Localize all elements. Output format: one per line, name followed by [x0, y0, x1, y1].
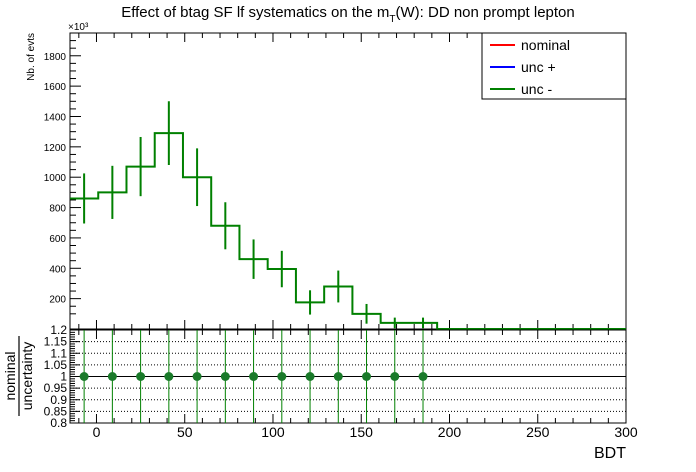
y-tick-label: 400 [49, 264, 66, 275]
y-tick-label: 800 [49, 204, 66, 215]
main-y-axis: 200 400 600 800 1000 1200 1400 1600 1800 [44, 40, 81, 315]
ratio-y-label: nominal uncertainty [2, 336, 35, 416]
legend-label: unc - [521, 81, 552, 97]
histogram-series [70, 101, 626, 330]
y-tick-label: 1800 [44, 52, 67, 63]
ratio-point [305, 372, 315, 381]
ratio-series [79, 330, 428, 423]
ratio-point [220, 372, 230, 381]
x-tick-label: 250 [526, 424, 550, 440]
ratio-point [390, 372, 400, 381]
x-tick-label: 0 [93, 424, 101, 440]
ratio-y-label-bottom: uncertainty [19, 342, 35, 410]
y-tick-label: 1000 [44, 173, 67, 184]
ratio-y-tick-label: 0.95 [44, 381, 68, 395]
ratio-y-tick-label: 1 [60, 370, 67, 384]
x-axis-label: BDT [594, 445, 626, 462]
legend-label: nominal [521, 37, 570, 53]
ratio-y-tick-label: 0.9 [50, 393, 67, 407]
ratio-point [136, 372, 146, 381]
ratio-point [333, 372, 343, 381]
main-plot-frame [69, 32, 627, 330]
ratio-y-tick-label: 0.85 [44, 404, 68, 418]
ratio-y-tick-label: 1.15 [44, 335, 68, 349]
x-tick-label: 300 [614, 424, 638, 440]
ratio-y-label-top: nominal [2, 351, 18, 400]
ratio-point [107, 372, 117, 381]
histogram-line [70, 132, 626, 330]
y-tick-label: 1200 [44, 143, 67, 154]
ratio-point [164, 372, 174, 381]
ratio-y-tick-label: 1.1 [50, 346, 67, 360]
ratio-point [192, 372, 202, 381]
x-tick-label: 200 [438, 424, 462, 440]
legend-label: unc + [521, 59, 556, 75]
ratio-y-tick-label: 0.8 [50, 416, 67, 430]
x-tick-label: 50 [177, 424, 193, 440]
ratio-point [249, 372, 259, 381]
ratio-y-tick-label: 1.2 [50, 323, 67, 337]
ratio-point [362, 372, 372, 381]
legend: nominal unc + unc - [481, 32, 627, 100]
ratio-point [277, 372, 287, 381]
x-tick-label: 150 [350, 424, 374, 440]
ratio-grid [70, 341, 626, 412]
y-tick-label: 200 [49, 295, 66, 306]
ratio-point [79, 372, 89, 381]
chart-title: Effect of btag SF lf systematics on the … [121, 4, 575, 25]
chart-title-rest: (W): DD non prompt lepton [396, 4, 575, 21]
ratio-x-axis: 0 50 100 150 200 250 300 [78, 330, 638, 440]
legend-items: nominal unc + unc - [490, 37, 570, 97]
y-tick-label: 1400 [44, 112, 67, 123]
y-tick-label: 1600 [44, 82, 67, 93]
ratio-point [418, 372, 428, 381]
y-tick-label: 600 [49, 234, 66, 245]
y-axis-exponent: ×10³ [68, 22, 89, 33]
ratio-y-tick-label: 1.05 [44, 358, 68, 372]
x-tick-label: 100 [261, 424, 285, 440]
y-axis-label: Nb. of evts [26, 33, 37, 81]
chart-title-subscript: T [389, 14, 395, 25]
